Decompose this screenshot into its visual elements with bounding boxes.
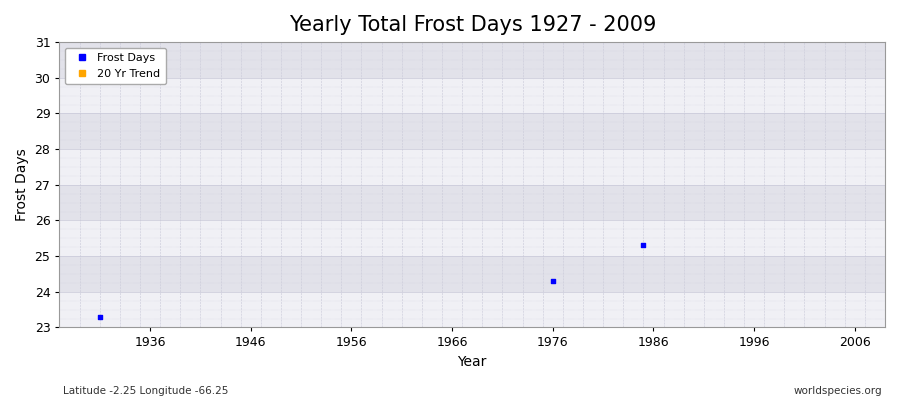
Bar (59, 220, 885, 256)
Legend: Frost Days, 20 Yr Trend: Frost Days, 20 Yr Trend (65, 48, 166, 84)
Point (93, 314, 107, 320)
Bar (59, 256, 885, 292)
Title: Yearly Total Frost Days 1927 - 2009: Yearly Total Frost Days 1927 - 2009 (289, 15, 656, 35)
Point (636, 242, 651, 248)
Bar (59, 42, 885, 78)
Bar (59, 78, 885, 114)
Bar (59, 114, 885, 149)
X-axis label: Year: Year (457, 355, 487, 369)
Text: Latitude -2.25 Longitude -66.25: Latitude -2.25 Longitude -66.25 (63, 386, 229, 396)
Bar (59, 185, 885, 220)
Bar (59, 149, 885, 185)
Y-axis label: Frost Days: Frost Days (15, 148, 29, 221)
Point (545, 278, 560, 284)
Text: worldspecies.org: worldspecies.org (794, 386, 882, 396)
Bar (59, 292, 885, 328)
